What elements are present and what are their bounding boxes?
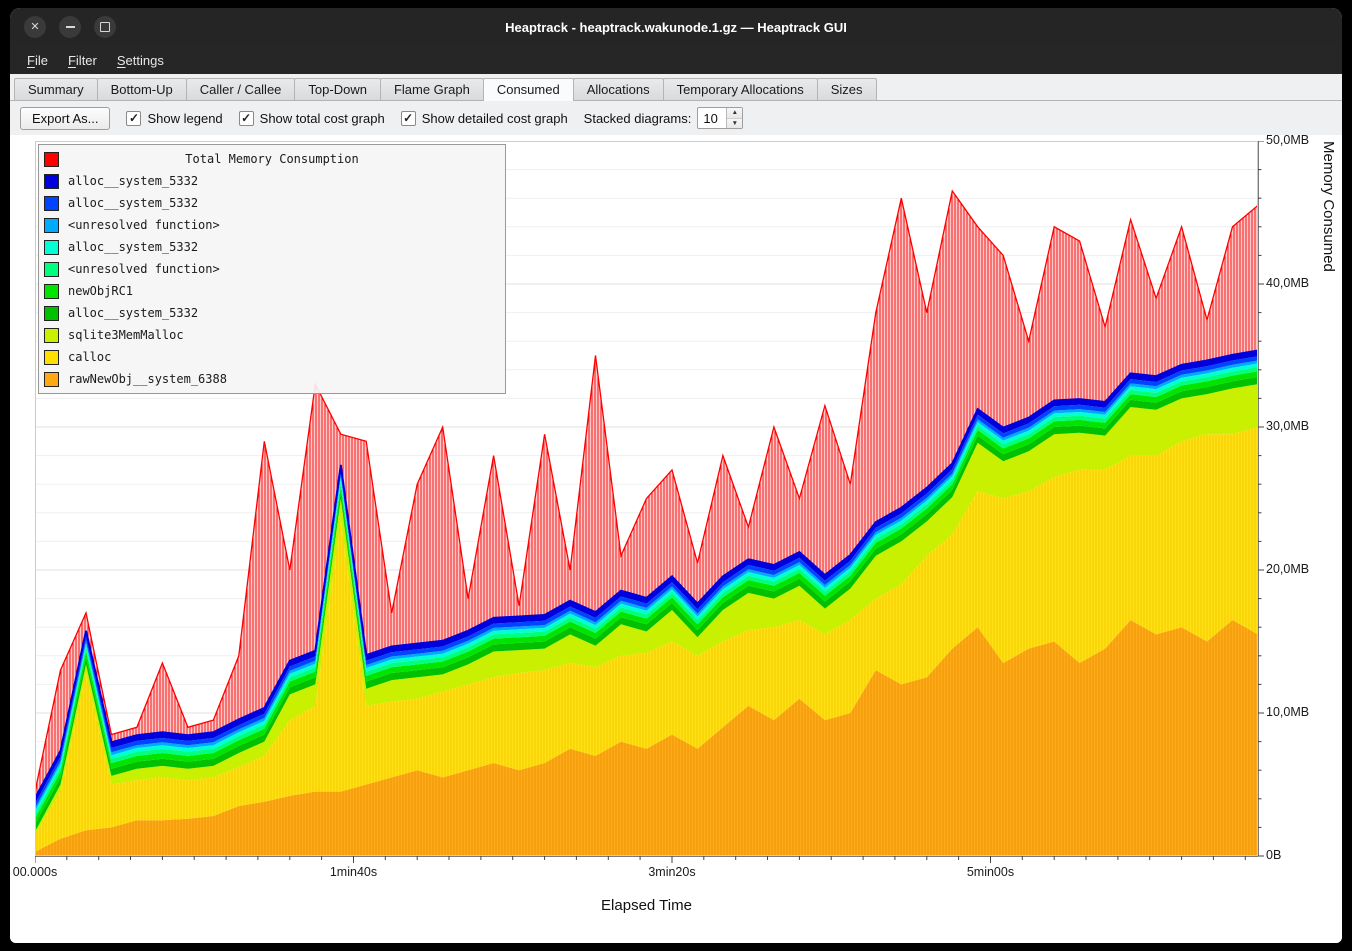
export-as-button[interactable]: Export As... <box>20 107 110 130</box>
legend-entry: <unresolved function> <box>44 214 500 236</box>
legend-entry: newObjRC1 <box>44 280 500 302</box>
minimize-icon <box>66 26 75 28</box>
legend-entry: alloc__system_5332 <box>44 192 500 214</box>
legend-swatch <box>44 240 59 255</box>
checkbox-box[interactable]: ✓ <box>401 111 416 126</box>
close-button[interactable]: ✕ <box>24 16 46 38</box>
legend-entry: alloc__system_5332 <box>44 170 500 192</box>
legend-title-swatch <box>44 152 59 167</box>
menu-item-settings[interactable]: Settings <box>108 50 173 71</box>
menu-bar: FileFilterSettings <box>10 46 1342 74</box>
y-tick-label: 10,0MB <box>1266 705 1309 719</box>
x-axis-title: Elapsed Time <box>35 897 1258 914</box>
checkbox-show-total-cost-graph[interactable]: ✓ Show total cost graph <box>239 111 385 126</box>
minimize-button[interactable] <box>59 16 81 38</box>
x-tick-label: 3min20s <box>627 865 717 879</box>
legend-entry: alloc__system_5332 <box>44 302 500 324</box>
title-bar: ✕ Heaptrack - heaptrack.wakunode.1.gz — … <box>10 8 1342 46</box>
legend-swatch <box>44 306 59 321</box>
legend-swatch <box>44 174 59 189</box>
legend-swatch <box>44 262 59 277</box>
legend-label: newObjRC1 <box>68 284 133 298</box>
legend-swatch <box>44 196 59 211</box>
y-tick-label: 40,0MB <box>1266 276 1309 290</box>
window-controls: ✕ <box>24 8 116 46</box>
legend-label: sqlite3MemMalloc <box>68 328 184 342</box>
stacked-diagrams-spinbox[interactable]: 10 ▲ ▼ <box>697 107 743 129</box>
legend-swatch <box>44 372 59 387</box>
chart-legend: Total Memory Consumption alloc__system_5… <box>38 144 506 394</box>
checkbox-label: Show legend <box>147 111 222 126</box>
legend-entry: calloc <box>44 346 500 368</box>
y-tick-label: 30,0MB <box>1266 419 1309 433</box>
tab-bar: SummaryBottom-UpCaller / CalleeTop-DownF… <box>10 74 1342 101</box>
checkbox-box[interactable]: ✓ <box>126 111 141 126</box>
tab-sizes[interactable]: Sizes <box>817 78 877 100</box>
legend-label: alloc__system_5332 <box>68 306 198 320</box>
legend-label: alloc__system_5332 <box>68 174 198 188</box>
checkbox-show-legend[interactable]: ✓ Show legend <box>126 111 222 126</box>
legend-label: <unresolved function> <box>68 218 220 232</box>
maximize-button[interactable] <box>94 16 116 38</box>
maximize-icon <box>100 22 110 32</box>
legend-label: alloc__system_5332 <box>68 240 198 254</box>
chart-area: Total Memory Consumption alloc__system_5… <box>10 135 1342 943</box>
legend-swatch <box>44 218 59 233</box>
checkbox-show-detailed-cost-graph[interactable]: ✓ Show detailed cost graph <box>401 111 568 126</box>
legend-title-row: Total Memory Consumption <box>44 148 500 170</box>
stacked-diagrams-value[interactable]: 10 <box>698 108 726 128</box>
checkbox-group: ✓ Show legend ✓ Show total cost graph ✓ Show … <box>126 111 567 126</box>
y-tick-label: 20,0MB <box>1266 562 1309 576</box>
menu-item-filter[interactable]: Filter <box>59 50 106 71</box>
spin-buttons: ▲ ▼ <box>726 108 742 128</box>
y-axis-title: Memory Consumed <box>1320 141 1337 856</box>
x-tick-label: 5min00s <box>945 865 1035 879</box>
y-tick-label: 50,0MB <box>1266 133 1309 147</box>
checkbox-label: Show total cost graph <box>260 111 385 126</box>
checkbox-box[interactable]: ✓ <box>239 111 254 126</box>
tab-summary[interactable]: Summary <box>14 78 98 100</box>
tab-caller-callee[interactable]: Caller / Callee <box>186 78 296 100</box>
tab-top-down[interactable]: Top-Down <box>294 78 381 100</box>
window-title: Heaptrack - heaptrack.wakunode.1.gz — He… <box>505 20 847 35</box>
tab-flame-graph[interactable]: Flame Graph <box>380 78 484 100</box>
legend-label: <unresolved function> <box>68 262 220 276</box>
tab-bottom-up[interactable]: Bottom-Up <box>97 78 187 100</box>
legend-swatch <box>44 284 59 299</box>
app-window: ✕ Heaptrack - heaptrack.wakunode.1.gz — … <box>10 8 1342 943</box>
legend-swatch <box>44 350 59 365</box>
legend-entry: <unresolved function> <box>44 258 500 280</box>
legend-label: calloc <box>68 350 111 364</box>
checkbox-label: Show detailed cost graph <box>422 111 568 126</box>
close-icon: ✕ <box>30 22 39 33</box>
legend-entry: sqlite3MemMalloc <box>44 324 500 346</box>
legend-entry: alloc__system_5332 <box>44 236 500 258</box>
toolbar: Export As... ✓ Show legend ✓ Show total cos… <box>10 101 1342 135</box>
legend-label: alloc__system_5332 <box>68 196 198 210</box>
tab-consumed[interactable]: Consumed <box>483 78 574 101</box>
legend-swatch <box>44 328 59 343</box>
y-tick-label: 0B <box>1266 848 1281 862</box>
legend-entry: rawNewObj__system_6388 <box>44 368 500 390</box>
legend-entries: alloc__system_5332 alloc__system_5332 <unr… <box>44 170 500 390</box>
menu-item-file[interactable]: File <box>18 50 57 71</box>
tab-temporary-allocations[interactable]: Temporary Allocations <box>663 78 818 100</box>
legend-label: rawNewObj__system_6388 <box>68 372 227 386</box>
stacked-diagrams-label: Stacked diagrams: <box>584 111 692 126</box>
spin-down-button[interactable]: ▼ <box>727 118 742 129</box>
spin-up-button[interactable]: ▲ <box>727 108 742 118</box>
x-tick-label: 1min40s <box>308 865 398 879</box>
x-tick-label: 00.000s <box>10 865 80 879</box>
stacked-diagrams-control: Stacked diagrams: 10 ▲ ▼ <box>584 107 744 129</box>
legend-title: Total Memory Consumption <box>185 152 358 166</box>
tab-allocations[interactable]: Allocations <box>573 78 664 100</box>
